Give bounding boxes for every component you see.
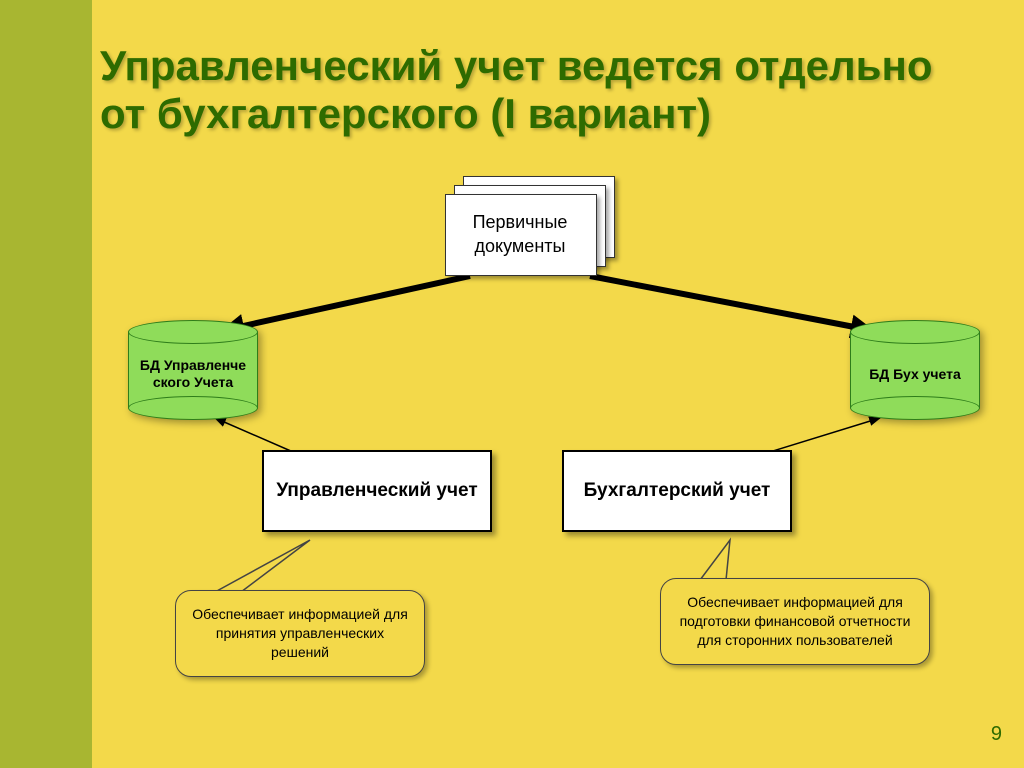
node-label: Первичные документы bbox=[445, 194, 595, 274]
cylinder-top-icon bbox=[128, 320, 258, 344]
node-label: БД Управленче ского Учета bbox=[128, 344, 258, 404]
slide-title: Управленческий учет ведется отдельно от … bbox=[100, 42, 980, 139]
node-label: БД Бух учета bbox=[850, 344, 980, 404]
node-management-accounting: Управленческий учет bbox=[262, 450, 492, 532]
callout-management-purpose: Обеспечивает информацией для принятия уп… bbox=[175, 590, 425, 677]
cylinder-top-icon bbox=[850, 320, 980, 344]
node-db-accounting: БД Бух учета bbox=[850, 320, 980, 420]
bg-left-strip bbox=[0, 0, 92, 768]
slide: Управленческий учет ведется отдельно от … bbox=[0, 0, 1024, 768]
node-db-management: БД Управленче ского Учета bbox=[128, 320, 258, 420]
callout-text: Обеспечивает информацией для подготовки … bbox=[680, 594, 911, 648]
page-number: 9 bbox=[991, 723, 1002, 746]
node-primary-documents: Первичные документы bbox=[445, 176, 610, 270]
callout-text: Обеспечивает информацией для принятия уп… bbox=[192, 606, 408, 660]
callout-financial-purpose: Обеспечивает информацией для подготовки … bbox=[660, 578, 930, 665]
node-financial-accounting: Бухгалтерский учет bbox=[562, 450, 792, 532]
